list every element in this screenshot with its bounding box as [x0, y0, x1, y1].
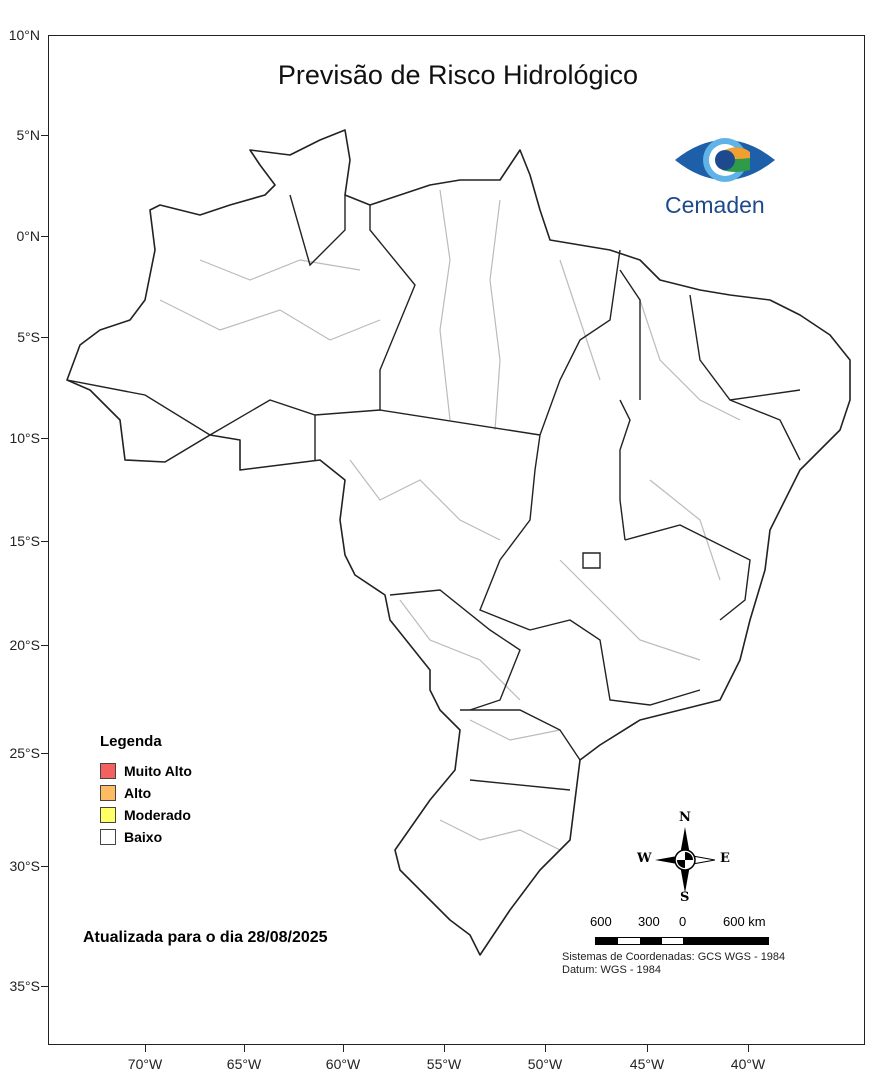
basin-borders: [159, 189, 741, 851]
lon-label: 65°W: [226, 1056, 262, 1072]
lat-label: 30°S: [9, 858, 40, 874]
lon-label: 60°W: [325, 1056, 361, 1072]
lat-label: 10°N: [8, 27, 40, 43]
update-date: Atualizada para o dia 28/08/2025: [83, 929, 328, 946]
scale-label: 600: [590, 914, 612, 929]
scale-label: 0: [679, 914, 687, 929]
lat-label: 5°S: [17, 329, 40, 345]
lat-label: 15°S: [9, 533, 40, 549]
brazil-outline: [66, 129, 851, 956]
compass-e: E: [720, 851, 730, 866]
lat-label: 25°S: [9, 745, 40, 761]
coordinate-system-info: Sistemas de Coordenadas: GCS WGS - 1984 …: [562, 951, 786, 976]
state-borders: [66, 194, 801, 791]
lon-label: 55°W: [426, 1056, 462, 1072]
scale-label: 300: [638, 914, 660, 929]
lon-label: 40°W: [730, 1056, 766, 1072]
map-title: Previsão de Risco Hidrológico: [277, 60, 639, 90]
legend: Legenda Muito Alto Alto Moderado Baixo: [100, 733, 192, 848]
cemaden-logo: [675, 138, 775, 182]
legend-item: Baixo: [100, 826, 192, 848]
compass-s: S: [680, 890, 690, 905]
scale-label: 600 km: [723, 914, 766, 929]
lat-label: 5°N: [16, 127, 41, 143]
logo-text: Cemaden: [665, 192, 765, 218]
lon-label: 70°W: [127, 1056, 163, 1072]
legend-item: Moderado: [100, 804, 192, 826]
compass-n: N: [679, 810, 691, 825]
map-frame: [48, 35, 865, 1045]
swatch-alto: [100, 785, 116, 801]
lon-label: 45°W: [629, 1056, 665, 1072]
legend-item: Muito Alto: [100, 760, 192, 782]
swatch-baixo: [100, 829, 116, 845]
lat-label: 35°S: [9, 978, 40, 994]
compass-rose-icon: [655, 827, 715, 893]
scale-bar: [595, 937, 769, 945]
lat-label: 20°S: [9, 637, 40, 653]
swatch-muito-alto: [100, 763, 116, 779]
swatch-moderado: [100, 807, 116, 823]
compass-w: W: [637, 851, 652, 866]
lat-label: 0°N: [16, 228, 41, 244]
lon-label: 50°W: [527, 1056, 563, 1072]
lat-label: 10°S: [9, 430, 40, 446]
legend-item: Alto: [100, 782, 192, 804]
legend-title: Legenda: [100, 733, 162, 750]
